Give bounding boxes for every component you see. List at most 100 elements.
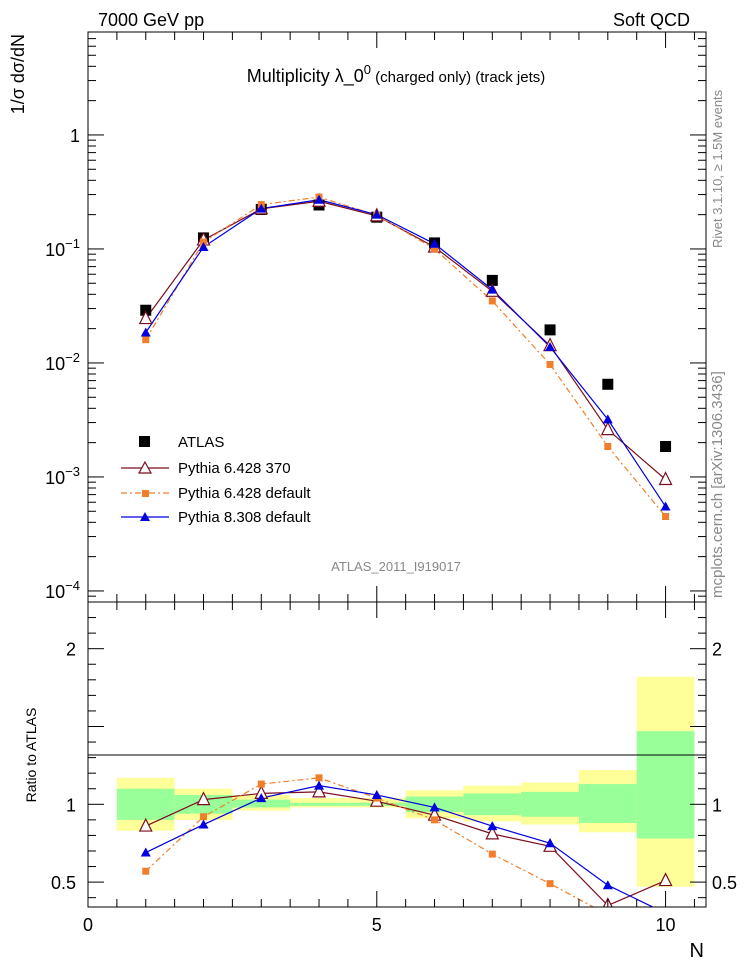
main-point-3: [140, 327, 151, 337]
ratio-series-line-0: [145, 791, 666, 907]
ratio-y-tick-label-right: 1: [712, 795, 722, 815]
main-point-3: [198, 242, 209, 252]
main-point-1: [600, 421, 615, 436]
main-point-0: [140, 304, 152, 316]
ratio-band-green: [463, 793, 522, 816]
main-point-2: [142, 336, 150, 344]
ratio-point-0: [138, 817, 153, 832]
ratio-frame: [87, 601, 707, 908]
main-point-0: [660, 440, 672, 452]
ratio-y-tick-label-left: 1: [66, 795, 76, 815]
main-y-tick-label: 10−4: [45, 578, 80, 602]
legend-marker-py6-370: [137, 460, 153, 474]
main-y-axis-label: 1/σ dσ/dN: [8, 34, 28, 114]
x-tick-label: 0: [83, 915, 93, 935]
ratio-point-2: [545, 838, 556, 848]
ratio-point-1: [142, 867, 150, 875]
mcplots-label: mcplots.cern.ch [arXiv:1306.3436]: [709, 371, 726, 598]
main-point-3: [602, 414, 613, 424]
main-point-2: [604, 442, 612, 450]
main-point-1: [658, 471, 673, 486]
ratio-y-tick-label-left: 0.5: [51, 873, 76, 893]
legend-marker-py8-default: [140, 512, 150, 521]
main-point-0: [486, 274, 498, 286]
ratio-point-2: [602, 880, 613, 890]
ratio-point-0: [196, 791, 211, 806]
main-point-3: [487, 284, 498, 294]
main-point-0: [602, 378, 614, 390]
legend-marker-atlas: [139, 436, 150, 447]
ratio-point-1: [315, 774, 323, 782]
ratio-band-green: [116, 788, 175, 820]
main-point-0: [544, 324, 556, 336]
ratio-panel: 0.5 0.5 1 1 2 2 0 5 10 Ratio to ATLAS N: [23, 601, 737, 962]
main-point-3: [314, 194, 325, 204]
legend-label-py6-default: Pythia 6.428 default: [178, 485, 311, 502]
main-point-1: [138, 310, 153, 325]
main-point-2: [662, 512, 670, 520]
main-y-tick-label: 10−2: [45, 350, 80, 374]
x-axis-label: N: [690, 940, 704, 962]
main-point-3: [371, 209, 382, 219]
main-series-line-3: [145, 199, 667, 507]
main-point-2: [546, 360, 554, 368]
ratio-point-1: [488, 850, 496, 858]
main-point-2: [431, 245, 439, 253]
ratio-point-0: [485, 825, 500, 840]
ratio-point-2: [371, 789, 382, 799]
ratio-band-green: [232, 799, 291, 808]
ratio-y-tick-label-left: 2: [66, 640, 76, 660]
x-tick-label: 10: [656, 915, 676, 935]
x-tick-label: 5: [372, 915, 382, 935]
ratio-point-2: [140, 847, 151, 857]
chart-title-sup: 0: [364, 62, 371, 77]
ratio-band-green: [578, 784, 637, 823]
main-series-line-1: [145, 200, 666, 480]
rivet-label: Rivet 3.1.10, ≥ 1.5M events: [710, 89, 725, 248]
ratio-band-yellow: [290, 798, 348, 808]
chart-title-suffix: (charged only) (track jets): [371, 69, 545, 86]
ratio-point-0: [658, 872, 673, 887]
main-point-3: [545, 342, 556, 352]
ratio-point-2: [487, 821, 498, 831]
legend: ATLAS Pythia 6.428 370 Pythia 6.428 defa…: [121, 434, 311, 526]
ratio-series-layer: [138, 774, 673, 907]
main-point-3: [429, 238, 440, 248]
ratio-point-2: [256, 793, 267, 803]
main-y-tick-base: 10: [45, 240, 65, 260]
main-y-tick-exp: −3: [65, 464, 80, 479]
main-point-3: [660, 501, 671, 511]
header-left: 7000 GeV pp: [98, 10, 204, 30]
ratio-y-tick-label-right: 2: [712, 640, 722, 660]
ratio-point-0: [312, 783, 326, 798]
ratio-band-green: [636, 731, 695, 839]
main-panel: 10−410−310−210−11 Multiplicity λ_00 (cha…: [8, 31, 707, 603]
ratio-point-1: [546, 880, 554, 888]
legend-marker-py6-default: [142, 490, 149, 497]
ratio-point-1: [431, 816, 439, 824]
main-y-tick-exp: −2: [65, 350, 80, 365]
ratio-point-2: [429, 802, 440, 812]
main-y-tick-base: 10: [45, 582, 65, 602]
main-y-tick-exp: −1: [65, 236, 80, 251]
main-point-3: [256, 203, 267, 213]
analysis-id: ATLAS_2011_I919017: [331, 559, 461, 574]
main-y-tick-label: 10−1: [45, 236, 80, 260]
main-y-tick-exp: −4: [65, 578, 80, 593]
main-y-tick-base: 10: [45, 468, 65, 488]
main-series-layer: [138, 192, 673, 520]
main-y-tick-label: 1: [70, 126, 80, 146]
main-y-tick-base: 1: [70, 126, 80, 146]
ratio-band-green: [290, 802, 348, 806]
ratio-series-line-2: [145, 785, 655, 907]
ratio-band-green: [521, 791, 579, 817]
ratio-y-axis-label: Ratio to ATLAS: [23, 708, 39, 803]
chart-title-main: Multiplicity λ_0: [247, 66, 364, 87]
ratio-point-1: [200, 813, 208, 821]
legend-label-py8-default: Pythia 8.308 default: [178, 509, 311, 526]
main-y-tick-label: 10−3: [45, 464, 80, 488]
ratio-point-2: [314, 780, 325, 790]
main-y-tick-base: 10: [45, 354, 65, 374]
ratio-axis-ticks: 0.5 0.5 1 1 2 2 0 5 10: [51, 602, 737, 935]
